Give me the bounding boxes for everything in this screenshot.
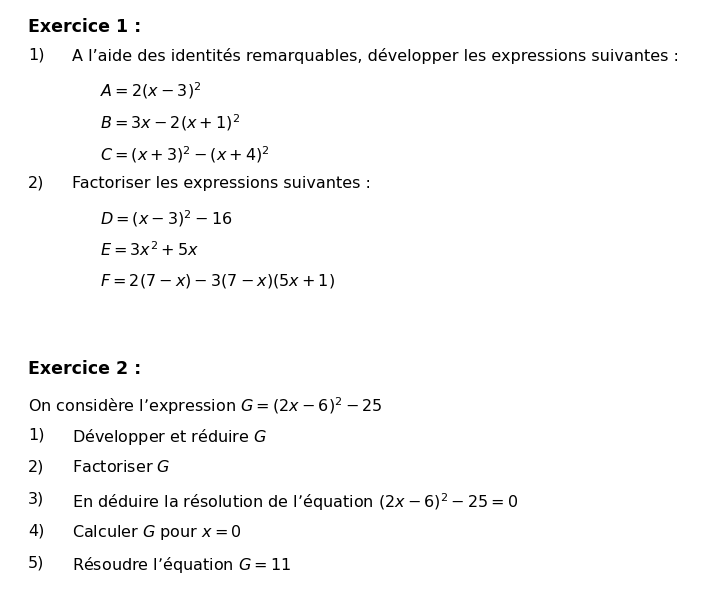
Text: Développer et réduire $G$: Développer et réduire $G$ [72, 427, 267, 447]
Text: $C = (x + 3)^2 - (x + 4)^2$: $C = (x + 3)^2 - (x + 4)^2$ [100, 144, 270, 165]
Text: Factoriser $G$: Factoriser $G$ [72, 459, 171, 475]
Text: 5): 5) [28, 555, 45, 570]
Text: Factoriser les expressions suivantes :: Factoriser les expressions suivantes : [72, 176, 371, 191]
Text: $D = (x - 3)^2 - 16$: $D = (x - 3)^2 - 16$ [100, 208, 233, 229]
Text: Exercice 2 :: Exercice 2 : [28, 360, 141, 378]
Text: Calculer $G$ pour $x = 0$: Calculer $G$ pour $x = 0$ [72, 523, 242, 542]
Text: $F = 2(7 - x) - 3(7 - x)(5x + 1)$: $F = 2(7 - x) - 3(7 - x)(5x + 1)$ [100, 272, 335, 290]
Text: 4): 4) [28, 523, 45, 538]
Text: A l’aide des identités remarquables, développer les expressions suivantes :: A l’aide des identités remarquables, dév… [72, 48, 679, 64]
Text: Exercice 1 :: Exercice 1 : [28, 18, 141, 36]
Text: 1): 1) [28, 427, 45, 442]
Text: On considère l’expression $G = (2x - 6)^2 - 25$: On considère l’expression $G = (2x - 6)^… [28, 395, 383, 417]
Text: 2): 2) [28, 459, 45, 474]
Text: 3): 3) [28, 491, 44, 506]
Text: 2): 2) [28, 176, 45, 191]
Text: $E = 3x^2 + 5x$: $E = 3x^2 + 5x$ [100, 240, 199, 259]
Text: $B = 3x - 2(x + 1)^2$: $B = 3x - 2(x + 1)^2$ [100, 112, 240, 132]
Text: $A = 2(x - 3)^2$: $A = 2(x - 3)^2$ [100, 80, 202, 101]
Text: Résoudre l’équation $G = 11$: Résoudre l’équation $G = 11$ [72, 555, 291, 575]
Text: En déduire la résolution de l’équation $(2x - 6)^2 - 25 = 0$: En déduire la résolution de l’équation $… [72, 491, 518, 512]
Text: 1): 1) [28, 48, 45, 63]
